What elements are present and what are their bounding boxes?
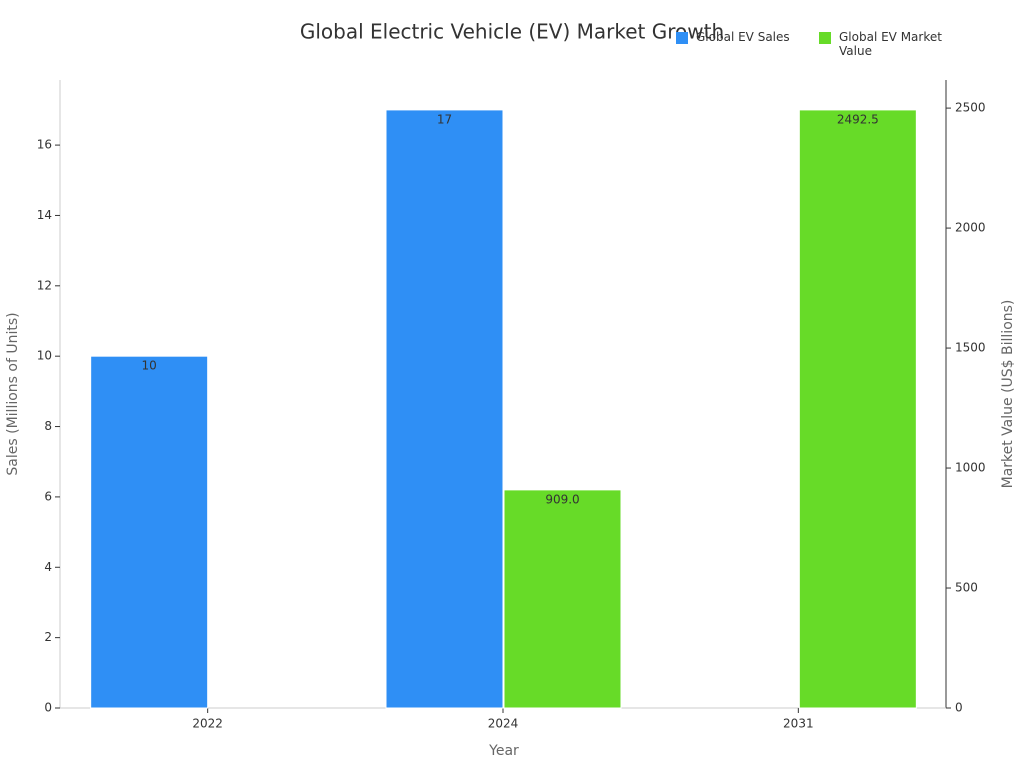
x-tick-label: 2024 [488, 717, 519, 731]
y-tick-label: 2 [44, 630, 52, 644]
data-label: 909.0 [545, 492, 579, 506]
y-tick-label: 12 [37, 278, 52, 292]
y-tick-label: 14 [37, 208, 52, 222]
y2-tick-label: 0 [955, 701, 963, 715]
x-tick-label: 2031 [783, 717, 814, 731]
legend: Global EV Sales Global EV Market Value [676, 30, 944, 58]
x-tick-label: 2022 [192, 717, 223, 731]
legend-label: Global EV Market Value [839, 30, 942, 58]
bar [798, 109, 917, 709]
y2-tick-label: 2500 [955, 101, 986, 115]
legend-swatch [676, 32, 688, 44]
bar [385, 109, 504, 709]
data-label: 17 [437, 112, 452, 126]
y2-tick-label: 1000 [955, 461, 986, 475]
x-axis-label: Year [488, 743, 519, 759]
y2-tick-label: 500 [955, 581, 978, 595]
legend-item: Global EV Sales [676, 30, 801, 58]
legend-swatch [819, 32, 831, 44]
y-tick-label: 6 [44, 489, 52, 503]
data-label: 10 [142, 359, 157, 373]
y-tick-label: 8 [44, 419, 52, 433]
bar [503, 489, 622, 709]
y-tick-label: 16 [37, 138, 52, 152]
y2-axis-label: Market Value (US$ Billions) [1000, 300, 1016, 489]
chart-title: Global Electric Vehicle (EV) Market Grow… [300, 20, 724, 44]
y2-tick-label: 1500 [955, 341, 986, 355]
y2-tick-label: 2000 [955, 221, 986, 235]
y-tick-label: 4 [44, 560, 52, 574]
bar [90, 355, 209, 709]
data-label: 2492.5 [837, 112, 879, 126]
legend-item: Global EV Market Value [819, 30, 944, 58]
legend-label: Global EV Sales [696, 30, 790, 44]
y-tick-label: 10 [37, 349, 52, 363]
y-tick-label: 0 [44, 701, 52, 715]
y-axis-label: Sales (Millions of Units) [5, 312, 21, 475]
